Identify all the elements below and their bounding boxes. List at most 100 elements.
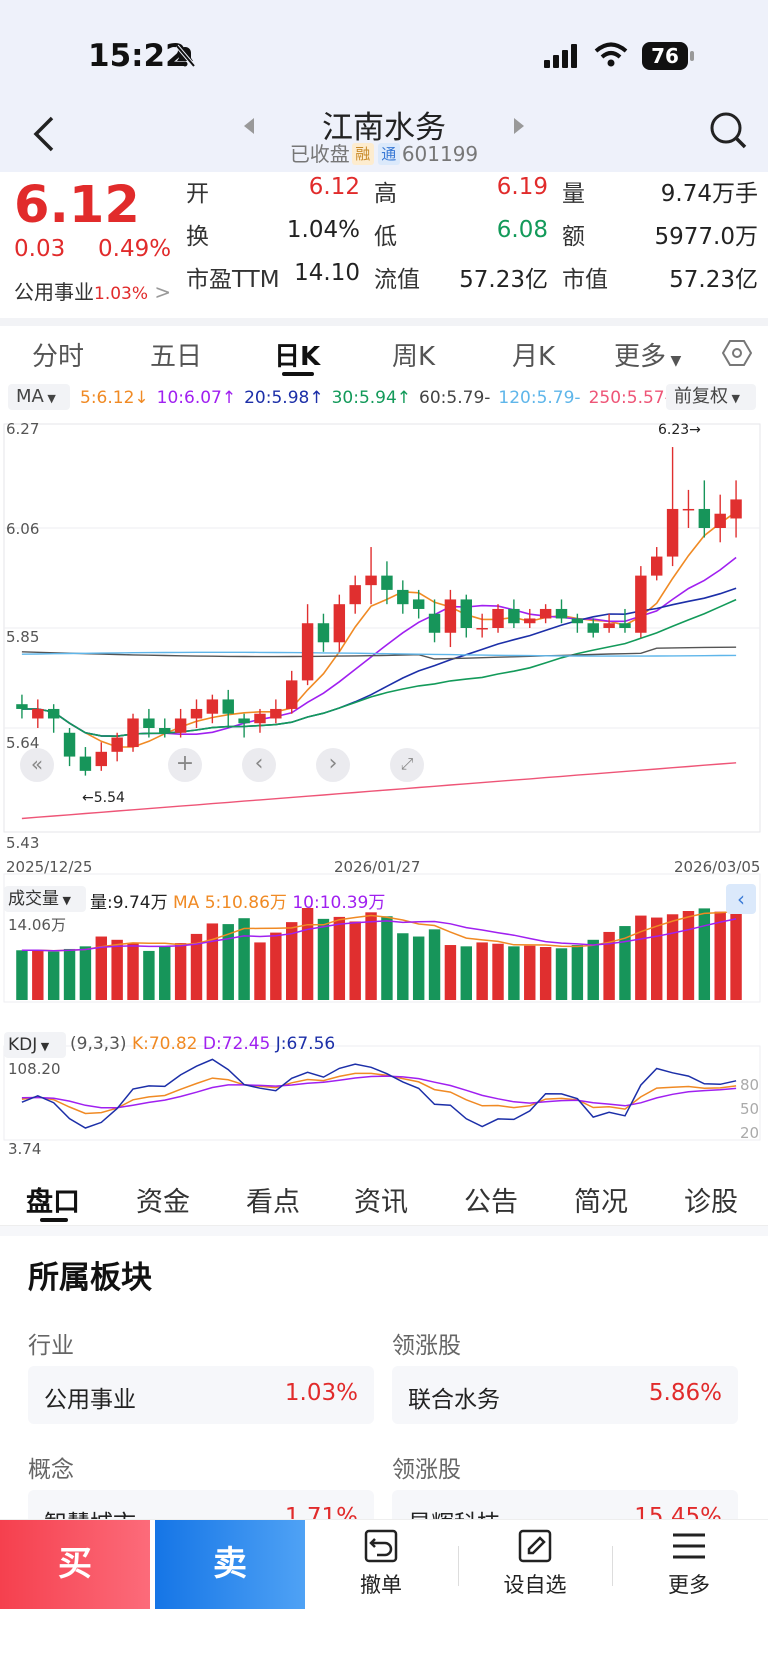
candle-body	[444, 599, 457, 633]
tab-announcements[interactable]: 公告	[464, 1187, 518, 1218]
volume-values: 量:9.74万 MA 5:10.86万 10:10.39万	[90, 893, 386, 913]
period-tabs: 分时 五日 日K 周K 月K 更多 ▼	[0, 318, 768, 376]
tab-weekly-k[interactable]: 周K	[392, 342, 436, 372]
quote-value: 57.23亿	[459, 267, 548, 293]
candle-body	[381, 575, 393, 590]
search-icon[interactable]	[708, 110, 748, 154]
candle-body	[476, 628, 488, 630]
volume-bar	[333, 916, 346, 1000]
quote-value: 9.74万手	[660, 181, 758, 207]
quote-value: 6.12	[308, 174, 360, 200]
candle-body	[428, 613, 441, 633]
volume-frame	[3, 873, 761, 1003]
settings-hex-icon[interactable]	[722, 338, 752, 368]
trade-divider-1	[458, 1546, 459, 1586]
tab-profile[interactable]: 简况	[574, 1187, 628, 1218]
volume-bar	[571, 945, 584, 1000]
y-label-mid3: 5.64	[6, 734, 40, 752]
prev-stock-icon[interactable]	[242, 116, 256, 136]
tab-more[interactable]: 更多 ▼	[614, 342, 682, 372]
last-price: 6.12	[14, 176, 140, 235]
fullscreen-button[interactable]: ⤢	[390, 748, 424, 782]
cancel-order-button[interactable]: 撤单	[336, 1528, 426, 1599]
volume-bar	[666, 914, 679, 1000]
trade-divider-2	[612, 1546, 613, 1586]
candle-body	[159, 728, 171, 733]
volume-bar	[159, 946, 171, 1000]
volume-bar	[476, 942, 488, 1000]
tab-handicap[interactable]: 盘口	[26, 1187, 80, 1218]
volume-bar	[174, 943, 187, 1000]
tab-news[interactable]: 资讯	[354, 1187, 408, 1218]
industry-name: 公用事业	[44, 1387, 136, 1413]
quote-panel: 6.12 0.03 0.49% 公用事业1.03% > 开 6.12 高 6.19 量 9…	[0, 172, 768, 312]
status-bar: 15:22 76	[0, 0, 768, 100]
ma-values: 5:6.12↓ 10:6.07↑ 20:5.98↑ 30:5.94↑ 60:5.79- 1…	[80, 388, 679, 408]
volume-bar	[730, 912, 742, 1000]
volume-bar	[95, 936, 107, 1000]
candle-body	[333, 604, 346, 643]
candle-body	[47, 708, 60, 719]
quote-label: 流值	[374, 267, 420, 293]
ma-selector[interactable]: MA ▼	[8, 384, 70, 410]
stock-header: 江南水务 已收盘融通 601199	[0, 100, 768, 172]
tab-diagnosis[interactable]: 诊股	[684, 1187, 738, 1218]
concept-label: 概念	[28, 1457, 74, 1483]
kdj-50-label: 50	[740, 1100, 760, 1118]
volume-bar	[63, 948, 76, 1000]
quote-value: 5977.0万	[654, 224, 758, 250]
prev-button[interactable]: ‹	[242, 748, 276, 782]
volume-ma10-line	[21, 918, 737, 952]
volume-bar	[412, 936, 425, 1000]
back-icon[interactable]	[30, 114, 58, 154]
next-stock-icon[interactable]	[512, 116, 526, 136]
kdj-selector[interactable]: KDJ ▼	[4, 1032, 66, 1058]
next-button[interactable]: ›	[316, 748, 350, 782]
zoom-in-button[interactable]: +	[168, 748, 202, 782]
collapse-panel-icon[interactable]: ‹	[726, 884, 756, 914]
tab-daily-k[interactable]: 日K	[274, 342, 321, 372]
volume-selector[interactable]: 成交量 ▼	[4, 886, 86, 912]
tab-five-day[interactable]: 五日	[150, 342, 203, 372]
tab-funds[interactable]: 资金	[136, 1187, 190, 1218]
candle-body	[651, 556, 663, 576]
tab-timeshare[interactable]: 分时	[32, 342, 85, 372]
kdj-bottom-label: 3.74	[8, 1140, 42, 1158]
candle-body	[16, 704, 28, 709]
sector-pct: 1.03%	[94, 284, 149, 304]
more-button[interactable]: 更多	[644, 1528, 734, 1599]
sector-link[interactable]: 公用事业1.03% >	[14, 280, 172, 304]
candle-body	[603, 623, 615, 628]
candle-body	[32, 708, 44, 719]
candle-body	[460, 599, 472, 628]
stock-name: 江南水务	[322, 110, 446, 146]
candle-body	[730, 499, 742, 519]
candle-body	[317, 623, 330, 643]
volume-bar	[619, 926, 631, 1000]
stock-subtitle: 已收盘融通 601199	[0, 138, 768, 167]
volume-bar	[222, 924, 234, 1000]
y-label-bottom: 5.43	[6, 834, 40, 852]
max-price-mark: 6.23→	[658, 422, 701, 438]
industry-card[interactable]: 公用事业 1.03%	[28, 1366, 374, 1424]
buy-button[interactable]: 买	[0, 1520, 150, 1610]
rewind-button[interactable]: «	[20, 748, 54, 782]
wifi-icon	[594, 42, 628, 67]
industry-leader-card[interactable]: 联合水务 5.86%	[392, 1366, 738, 1424]
price-change-pct: 0.49%	[98, 236, 172, 262]
quote-label: 换	[186, 224, 209, 250]
candle-body	[666, 508, 679, 557]
tab-highlights[interactable]: 看点	[246, 1187, 300, 1218]
kline-svg[interactable]	[0, 418, 768, 1168]
ma120-line	[21, 651, 737, 657]
add-watchlist-button[interactable]: 设自选	[490, 1528, 580, 1599]
sell-button[interactable]: 卖	[155, 1520, 305, 1610]
connect-tag: 通	[377, 143, 400, 165]
tab-monthly-k[interactable]: 月K	[512, 342, 556, 372]
volume-bar	[428, 929, 441, 1000]
ma10-line	[21, 556, 737, 738]
candle-body	[555, 608, 568, 619]
candle-body	[95, 751, 107, 767]
kdj-k-line	[21, 1072, 737, 1115]
adjust-selector[interactable]: 前复权 ▼	[666, 384, 756, 410]
